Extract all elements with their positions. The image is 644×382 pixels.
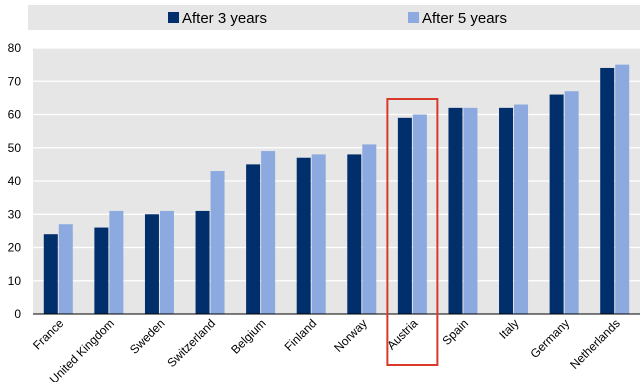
- legend-background: [28, 5, 640, 30]
- gridlines: [33, 47, 640, 282]
- x-tick-label-austria: Austria: [384, 316, 421, 353]
- bar-united-kingdom-after-3-years: [94, 227, 109, 314]
- y-tick-label: 40: [8, 174, 22, 188]
- legend: After 3 years After 5 years: [168, 10, 507, 27]
- bar-united-kingdom-after-5-years: [109, 210, 124, 314]
- y-tick-label: 30: [8, 207, 22, 221]
- y-tick-label: 70: [8, 74, 22, 88]
- x-tick-label-france: France: [30, 316, 67, 353]
- y-tick-label: 10: [8, 274, 22, 288]
- bar-germany-after-3-years: [549, 94, 564, 314]
- bar-norway-after-3-years: [347, 154, 362, 314]
- bar-spain-after-3-years: [448, 107, 463, 314]
- y-tick-label: 20: [8, 241, 22, 255]
- bar-italy-after-3-years: [499, 107, 514, 314]
- bar-switzerland-after-3-years: [195, 210, 210, 314]
- bar-spain-after-5-years: [463, 107, 478, 314]
- x-tick-label-finland: Finland: [282, 316, 320, 354]
- bar-belgium-after-3-years: [246, 164, 261, 314]
- x-tick-label-sweden: Sweden: [127, 316, 168, 357]
- bar-germany-after-5-years: [564, 91, 579, 314]
- bar-italy-after-5-years: [514, 104, 529, 315]
- x-tick-label-germany: Germany: [527, 316, 572, 361]
- y-tick-label: 80: [8, 41, 22, 55]
- bar-sweden-after-3-years: [144, 214, 159, 314]
- bar-austria-after-5-years: [412, 114, 427, 314]
- legend-swatch-after-3-years: [168, 12, 179, 23]
- bar-netherlands-after-3-years: [600, 67, 615, 314]
- y-tick-label: 0: [14, 307, 21, 321]
- bar-finland-after-5-years: [311, 154, 326, 314]
- x-tick-label-spain: Spain: [439, 316, 471, 348]
- legend-swatch-after-5-years: [408, 12, 419, 23]
- legend-label-after-3-years: After 3 years: [182, 10, 267, 27]
- legend-label-after-5-years: After 5 years: [422, 10, 507, 27]
- bar-switzerland-after-5-years: [210, 171, 225, 314]
- bar-sweden-after-5-years: [159, 210, 174, 314]
- x-tick-label-italy: Italy: [496, 316, 521, 341]
- bar-finland-after-3-years: [296, 157, 311, 314]
- y-tick-label: 60: [8, 108, 22, 122]
- y-axis: 0 10 20 30 40 50 60 70 80: [8, 41, 22, 321]
- y-tick-label: 50: [8, 141, 22, 155]
- bar-belgium-after-5-years: [261, 151, 276, 314]
- x-tick-label-switzerland: Switzerland: [164, 316, 218, 370]
- x-tick-label-netherlands: Netherlands: [567, 316, 623, 372]
- bar-france-after-3-years: [43, 234, 58, 314]
- bar-france-after-5-years: [58, 224, 73, 314]
- x-tick-label-norway: Norway: [331, 316, 370, 355]
- highlight-box-austria: [386, 98, 439, 366]
- bar-netherlands-after-5-years: [615, 64, 630, 314]
- bars: [43, 64, 630, 315]
- bar-norway-after-5-years: [362, 144, 377, 314]
- bar-austria-after-3-years: [397, 117, 412, 314]
- x-tick-label-belgium: Belgium: [228, 316, 269, 357]
